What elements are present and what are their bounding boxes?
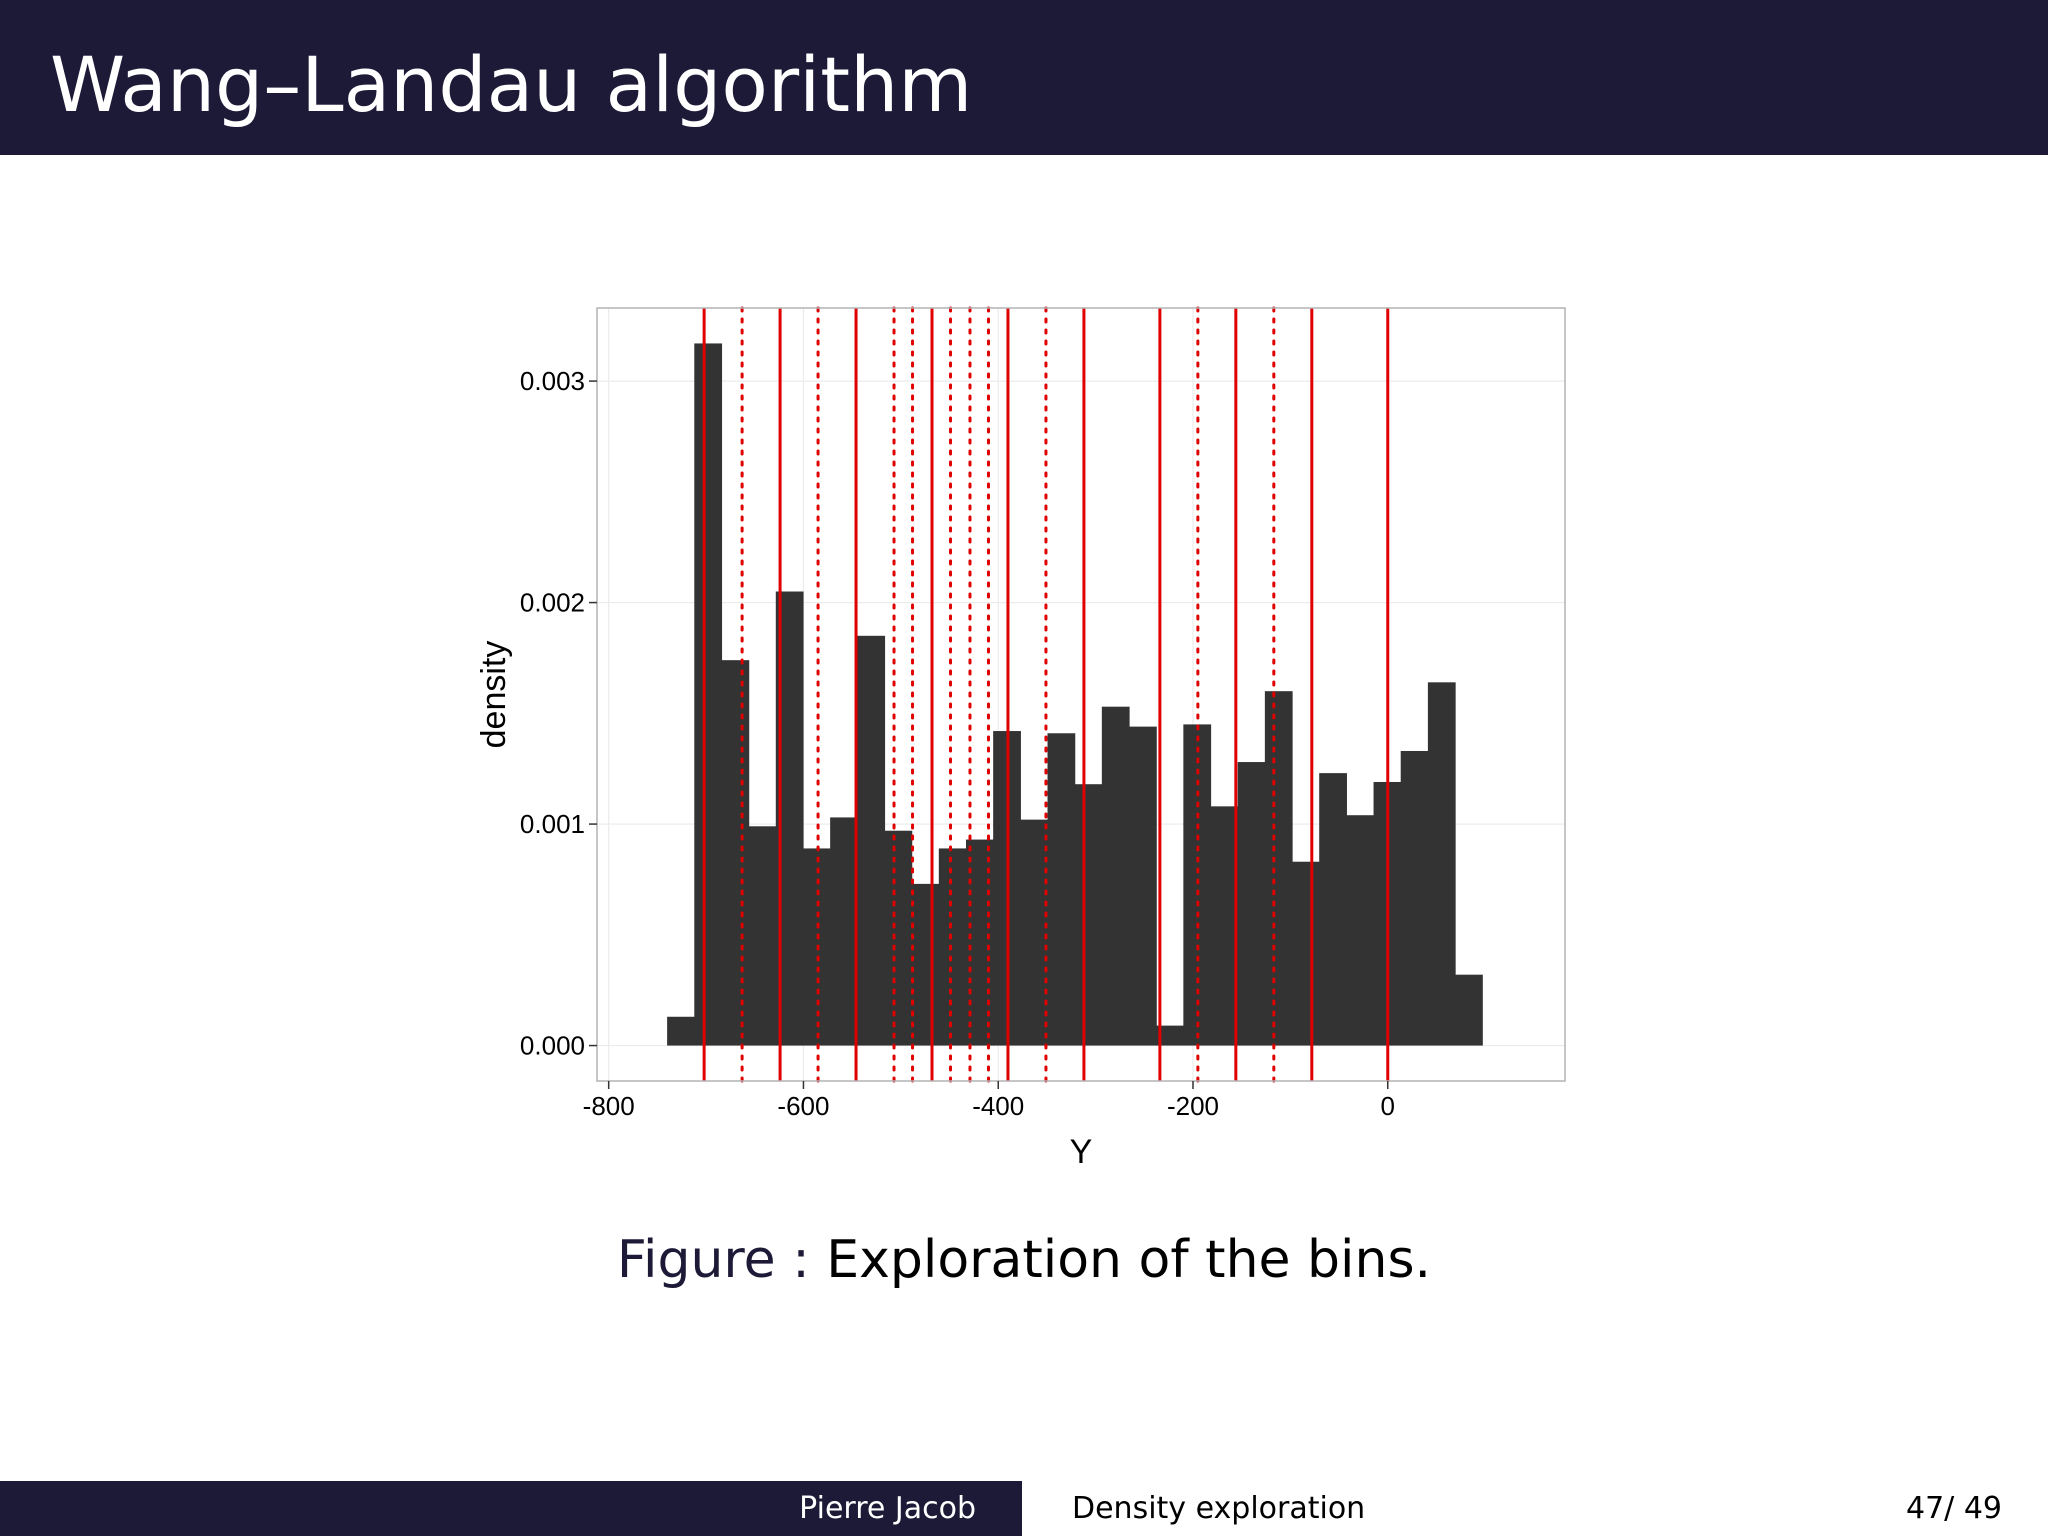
- axes: 0.000 0.001 0.002 0.003 -800 -600 -400 -200 0: [520, 366, 1395, 1121]
- histogram-bar: [884, 830, 913, 1046]
- histogram-bars: [667, 343, 1483, 1046]
- histogram-bar: [721, 660, 750, 1046]
- x-axis-label: Y: [1070, 1133, 1093, 1170]
- figure-caption: Figure : Exploration of the bins.: [0, 1228, 2048, 1292]
- histogram-bar: [748, 826, 777, 1046]
- histogram-bar: [1156, 1025, 1184, 1046]
- x-tick-label: -600: [777, 1091, 829, 1121]
- x-tick-label: -200: [1167, 1091, 1219, 1121]
- y-tick-label: 0.001: [520, 809, 585, 839]
- y-axis-label: density: [475, 641, 513, 749]
- footer-section: Density exploration: [1072, 1491, 1366, 1526]
- histogram-bar: [1129, 726, 1157, 1046]
- slide-footer: Pierre Jacob Density exploration 47/ 49: [0, 1481, 2048, 1536]
- caption-text: Exploration of the bins.: [826, 1230, 1432, 1290]
- histogram-bar: [1101, 706, 1130, 1046]
- y-tick-label: 0.003: [520, 366, 585, 396]
- x-tick-label: -400: [972, 1091, 1024, 1121]
- histogram-bar: [1074, 784, 1103, 1046]
- figure: 0.000 0.001 0.002 0.003 -800 -600 -400 -200 0 Y …: [0, 290, 2048, 1170]
- histogram-bar: [1210, 806, 1239, 1046]
- histogram-bar: [1264, 691, 1293, 1046]
- footer-page-number: 47/ 49: [1906, 1491, 2002, 1526]
- histogram-bar: [1292, 861, 1320, 1046]
- y-tick-label: 0.002: [520, 588, 585, 618]
- histogram-bar: [667, 1016, 695, 1046]
- caption-label: Figure :: [616, 1230, 810, 1290]
- x-tick-label: -800: [583, 1091, 635, 1121]
- footer-left: Pierre Jacob: [0, 1481, 1022, 1536]
- histogram-bar: [1346, 815, 1375, 1046]
- x-tick-label: 0: [1381, 1091, 1395, 1121]
- slide-header: Wang–Landau algorithm: [0, 0, 2048, 155]
- histogram-bar: [830, 817, 858, 1046]
- bin-boundaries: [702, 306, 1390, 1083]
- slide-title: Wang–Landau algorithm: [50, 40, 973, 129]
- histogram-bar: [1400, 750, 1429, 1046]
- histogram-bar: [1427, 682, 1456, 1046]
- histogram-bar: [1020, 819, 1049, 1046]
- histogram-bar: [1047, 733, 1076, 1046]
- footer-author: Pierre Jacob: [799, 1491, 976, 1526]
- histogram-bar: [1237, 762, 1266, 1046]
- histogram-bar: [1455, 974, 1483, 1046]
- histogram-bar: [911, 883, 940, 1046]
- histogram-bar: [1319, 773, 1347, 1046]
- histogram-bar: [694, 343, 723, 1046]
- histogram-bar: [857, 635, 886, 1046]
- plot-panel-border: [596, 307, 1566, 1082]
- histogram-bar: [938, 848, 967, 1046]
- footer-right: Density exploration 47/ 49: [1022, 1481, 2048, 1536]
- y-tick-label: 0.000: [520, 1031, 585, 1061]
